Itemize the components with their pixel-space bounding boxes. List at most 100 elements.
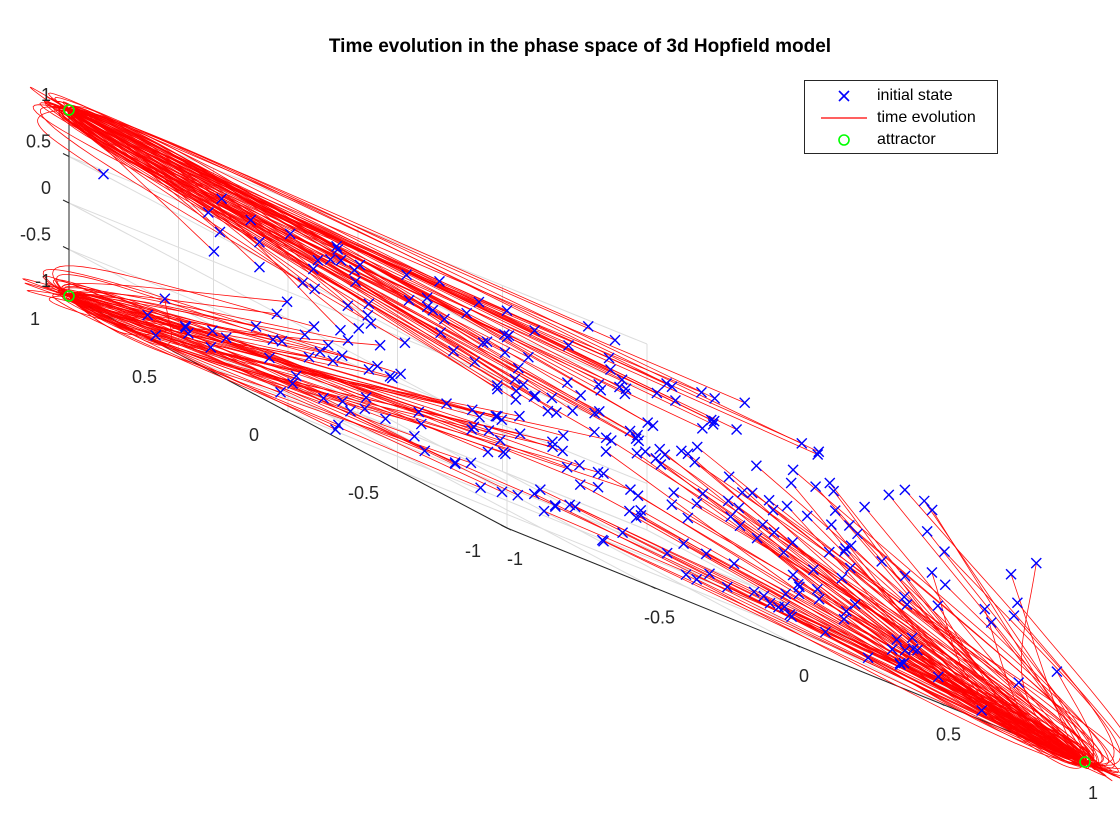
initial-state-marker [501, 305, 513, 317]
initial-state-marker [363, 298, 375, 310]
initial-state-marker [334, 324, 346, 336]
initial-state-marker [447, 345, 459, 357]
initial-state-marker [859, 501, 871, 513]
initial-state-marker [647, 420, 659, 432]
initial-state-marker [582, 320, 594, 332]
legend-item-initial-state: initial state [805, 85, 999, 107]
trajectory-line [696, 579, 1086, 763]
trajectory-line [68, 109, 589, 327]
trajectory-line [58, 108, 476, 363]
y-tick-label: 0.5 [132, 367, 157, 387]
initial-state-marker [421, 292, 433, 304]
initial-state-marker [335, 254, 347, 266]
initial-state-marker [691, 573, 703, 585]
line-marker-icon [821, 117, 867, 119]
initial-state-marker [342, 334, 354, 346]
initial-state-marker [491, 383, 503, 395]
initial-state-marker [362, 309, 374, 321]
x-tick-label: -1 [507, 549, 523, 569]
initial-state-marker [813, 593, 825, 605]
initial-state-marker [722, 495, 734, 507]
initial-state-marker [838, 545, 850, 557]
initial-state-marker [250, 320, 262, 332]
initial-state-marker [603, 352, 615, 364]
initial-state-marker [435, 327, 447, 339]
initial-state-marker [748, 586, 760, 598]
initial-state-marker [299, 329, 311, 341]
initial-state-marker [746, 487, 758, 499]
initial-state-marker [976, 704, 988, 716]
initial-state-marker [276, 335, 288, 347]
initial-state-marker [616, 374, 628, 386]
initial-state-marker [979, 603, 991, 615]
trajectory-line [56, 274, 283, 342]
z-tick-label: 1 [41, 85, 51, 105]
initial-state-marker [707, 418, 719, 430]
initial-state-marker [574, 459, 586, 471]
trajectory-line [792, 574, 1086, 763]
initial-state-marker [427, 304, 439, 316]
trajectory-line [772, 509, 1089, 764]
trajectory-line [981, 710, 1086, 769]
initial-state-marker [592, 481, 604, 493]
initial-state-marker [327, 355, 339, 367]
trajectory-line [68, 109, 623, 381]
x-tick-label: -0.5 [644, 607, 675, 627]
initial-state-marker [245, 214, 257, 226]
initial-state-marker [780, 588, 792, 600]
initial-state-marker [901, 598, 913, 610]
initial-state-marker [921, 525, 933, 537]
initial-state-marker [926, 504, 938, 516]
initial-state-marker [561, 461, 573, 473]
x-tick-label: 0.5 [936, 724, 961, 744]
initial-state-marker [630, 512, 642, 524]
z-tick-label: 0 [41, 178, 51, 198]
initial-state-marker [926, 567, 938, 579]
initial-state-marker [441, 398, 453, 410]
trajectory-line [904, 489, 1115, 765]
trajectory-line [857, 533, 1103, 765]
initial-state-marker [609, 334, 621, 346]
initial-state-marker [353, 322, 365, 334]
initial-state-marker [569, 501, 581, 513]
initial-state-marker [322, 339, 334, 351]
initial-state-marker [899, 484, 911, 496]
attractor-marker [63, 104, 75, 116]
initial-state-marker [709, 392, 721, 404]
initial-state-marker [939, 579, 951, 591]
initial-state-marker [708, 415, 720, 427]
initial-state-marker [728, 558, 740, 570]
circle-marker-icon [838, 134, 850, 146]
initial-state-marker [695, 386, 707, 398]
initial-state-marker [413, 406, 425, 418]
initial-state-marker [734, 520, 746, 532]
initial-state-marker [461, 307, 473, 319]
initial-state-marker [202, 207, 214, 219]
initial-state-marker [932, 671, 944, 683]
attractor-marker [63, 290, 75, 302]
initial-state-marker [314, 346, 326, 358]
trajectory-line [768, 499, 1104, 772]
y-tick-label: -0.5 [348, 483, 379, 503]
initial-state-marker [696, 422, 708, 434]
initial-state-marker [668, 487, 680, 499]
initial-state-marker [736, 487, 748, 498]
initial-state-marker [529, 325, 541, 337]
trajectory-line [68, 295, 556, 506]
initial-state-marker [473, 296, 485, 308]
y-tick-label: -1 [465, 541, 481, 561]
initial-state-marker [595, 384, 607, 396]
initial-state-marker [669, 394, 681, 406]
initial-state-marker [205, 341, 217, 353]
chart-title: Time evolution in the phase space of 3d … [328, 36, 832, 57]
trajectory-layer [22, 86, 1120, 782]
trajectory-line [798, 583, 1087, 764]
initial-state-marker [546, 436, 558, 448]
initial-state-marker [796, 437, 808, 449]
trajectory-line [68, 109, 703, 429]
initial-state-marker [828, 485, 840, 497]
initial-state-marker [534, 484, 546, 496]
grid-line [68, 202, 648, 438]
initial-state-marker [253, 236, 265, 248]
initial-state-marker [1005, 568, 1017, 580]
